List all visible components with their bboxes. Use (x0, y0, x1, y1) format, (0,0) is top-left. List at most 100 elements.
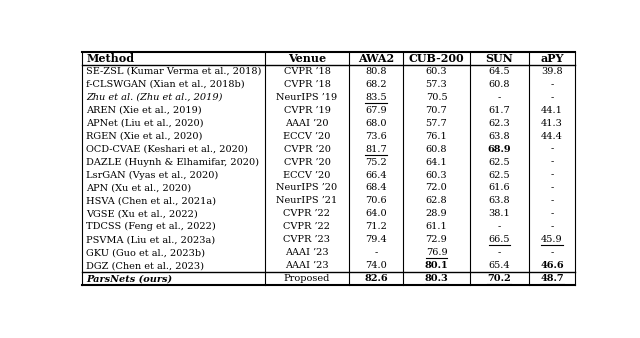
Text: AWA2: AWA2 (358, 53, 394, 64)
Text: 82.6: 82.6 (364, 274, 388, 283)
Text: 60.8: 60.8 (488, 80, 510, 89)
Text: -: - (550, 210, 554, 218)
Text: CVPR ’20: CVPR ’20 (284, 158, 330, 167)
Text: TDCSS (Feng et al., 2022): TDCSS (Feng et al., 2022) (86, 222, 216, 232)
Text: OCD-CVAE (Keshari et al., 2020): OCD-CVAE (Keshari et al., 2020) (86, 145, 248, 153)
Text: 70.2: 70.2 (488, 274, 511, 283)
Text: Proposed: Proposed (284, 274, 330, 283)
Text: 63.8: 63.8 (488, 196, 510, 206)
Text: RGEN (Xie et al., 2020): RGEN (Xie et al., 2020) (86, 131, 203, 141)
Text: DAZLE (Huynh & Elhamifar, 2020): DAZLE (Huynh & Elhamifar, 2020) (86, 158, 259, 167)
Text: 68.0: 68.0 (365, 119, 387, 128)
Text: CVPR ’19: CVPR ’19 (284, 106, 330, 115)
Text: 48.7: 48.7 (540, 274, 564, 283)
Text: DGZ (Chen et al., 2023): DGZ (Chen et al., 2023) (86, 261, 204, 270)
Text: LsrGAN (Vyas et al., 2020): LsrGAN (Vyas et al., 2020) (86, 170, 219, 179)
Text: CVPR ’20: CVPR ’20 (284, 145, 330, 153)
Text: CVPR ’23: CVPR ’23 (284, 235, 330, 244)
Text: -: - (550, 184, 554, 193)
Text: VGSE (Xu et al., 2022): VGSE (Xu et al., 2022) (86, 210, 198, 218)
Text: 76.9: 76.9 (426, 248, 447, 257)
Text: 62.5: 62.5 (488, 158, 510, 167)
Text: ParsNets (ours): ParsNets (ours) (86, 274, 173, 283)
Text: 83.5: 83.5 (365, 93, 387, 102)
Text: -: - (550, 222, 554, 232)
Text: SE-ZSL (Kumar Verma et al., 2018): SE-ZSL (Kumar Verma et al., 2018) (86, 67, 262, 76)
Text: 81.7: 81.7 (365, 145, 387, 153)
Text: 64.5: 64.5 (488, 67, 510, 76)
Text: 66.5: 66.5 (488, 235, 510, 244)
Text: 75.2: 75.2 (365, 158, 387, 167)
Text: 66.4: 66.4 (365, 171, 387, 179)
Text: -: - (374, 248, 378, 257)
Text: 68.9: 68.9 (488, 145, 511, 153)
Text: AAAI ’20: AAAI ’20 (285, 119, 329, 128)
Text: 80.3: 80.3 (424, 274, 449, 283)
Text: 70.6: 70.6 (365, 196, 387, 206)
Text: -: - (550, 93, 554, 102)
Text: SUN: SUN (486, 53, 513, 64)
Text: 79.4: 79.4 (365, 235, 387, 244)
Text: 68.4: 68.4 (365, 184, 387, 193)
Text: -: - (498, 248, 501, 257)
Text: CVPR ’22: CVPR ’22 (284, 210, 330, 218)
Text: ECCV ’20: ECCV ’20 (284, 171, 331, 179)
Text: -: - (498, 222, 501, 232)
Text: 67.9: 67.9 (365, 106, 387, 115)
Text: -: - (498, 93, 501, 102)
Text: GKU (Guo et al., 2023b): GKU (Guo et al., 2023b) (86, 248, 205, 257)
Text: PSVMA (Liu et al., 2023a): PSVMA (Liu et al., 2023a) (86, 235, 216, 244)
Text: 73.6: 73.6 (365, 131, 387, 141)
Text: AAAI ’23: AAAI ’23 (285, 261, 329, 270)
Text: 61.7: 61.7 (488, 106, 510, 115)
Text: NeurIPS ’21: NeurIPS ’21 (276, 196, 337, 206)
Text: -: - (550, 196, 554, 206)
Text: HSVA (Chen et al., 2021a): HSVA (Chen et al., 2021a) (86, 196, 216, 206)
Text: 28.9: 28.9 (426, 210, 447, 218)
Text: 71.2: 71.2 (365, 222, 387, 232)
Text: 61.6: 61.6 (488, 184, 510, 193)
Text: NeurIPS ’19: NeurIPS ’19 (276, 93, 337, 102)
Text: CVPR ’18: CVPR ’18 (284, 67, 330, 76)
Text: 57.7: 57.7 (426, 119, 447, 128)
Text: 41.3: 41.3 (541, 119, 563, 128)
Text: CVPR ’18: CVPR ’18 (284, 80, 330, 89)
Text: -: - (550, 145, 554, 153)
Text: 62.3: 62.3 (488, 119, 510, 128)
Text: 62.5: 62.5 (488, 171, 510, 179)
Text: 70.5: 70.5 (426, 93, 447, 102)
Text: aPY: aPY (540, 53, 564, 64)
Text: 44.1: 44.1 (541, 106, 563, 115)
Text: ECCV ’20: ECCV ’20 (284, 131, 331, 141)
Text: 63.8: 63.8 (488, 131, 510, 141)
Text: CUB-200: CUB-200 (409, 53, 464, 64)
Text: 61.1: 61.1 (426, 222, 447, 232)
Text: Venue: Venue (288, 53, 326, 64)
Text: 76.1: 76.1 (426, 131, 447, 141)
Text: Zhu et al. (Zhu et al., 2019): Zhu et al. (Zhu et al., 2019) (86, 93, 223, 102)
Text: 60.3: 60.3 (426, 67, 447, 76)
Text: 60.3: 60.3 (426, 171, 447, 179)
Text: CVPR ’22: CVPR ’22 (284, 222, 330, 232)
Text: 62.8: 62.8 (426, 196, 447, 206)
Text: 80.1: 80.1 (425, 261, 448, 270)
Text: 44.4: 44.4 (541, 131, 563, 141)
Text: 45.9: 45.9 (541, 235, 563, 244)
Text: Method: Method (86, 53, 134, 64)
Text: -: - (550, 158, 554, 167)
Text: 65.4: 65.4 (488, 261, 510, 270)
Text: f-CLSWGAN (Xian et al., 2018b): f-CLSWGAN (Xian et al., 2018b) (86, 80, 245, 89)
Text: 39.8: 39.8 (541, 67, 563, 76)
Text: 80.8: 80.8 (365, 67, 387, 76)
Text: AREN (Xie et al., 2019): AREN (Xie et al., 2019) (86, 106, 202, 115)
Text: 60.8: 60.8 (426, 145, 447, 153)
Text: 38.1: 38.1 (488, 210, 510, 218)
Text: 46.6: 46.6 (540, 261, 564, 270)
Text: 68.2: 68.2 (365, 80, 387, 89)
Text: NeurIPS ’20: NeurIPS ’20 (276, 184, 337, 193)
Text: 57.3: 57.3 (426, 80, 447, 89)
Text: 74.0: 74.0 (365, 261, 387, 270)
Text: 64.0: 64.0 (365, 210, 387, 218)
Text: -: - (550, 171, 554, 179)
Text: -: - (550, 248, 554, 257)
